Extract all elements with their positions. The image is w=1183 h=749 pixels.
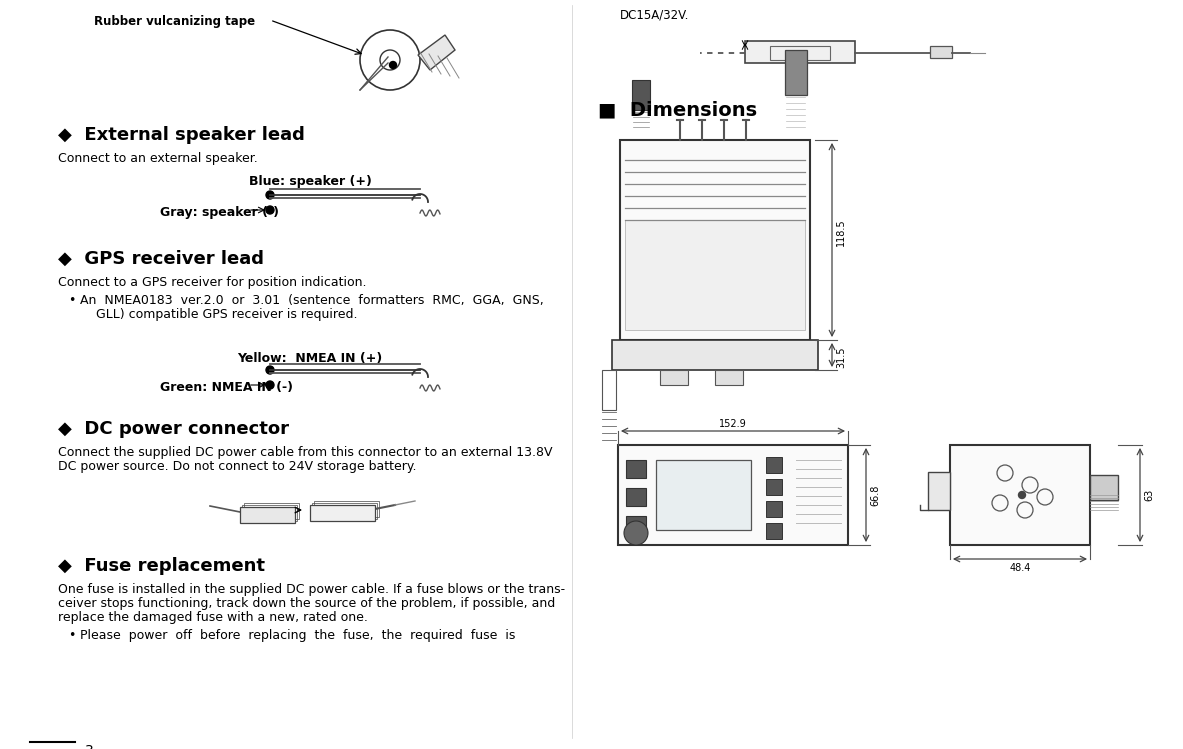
- Bar: [313, 501, 379, 517]
- Text: 48.4: 48.4: [1009, 563, 1030, 573]
- Bar: [618, 445, 848, 545]
- Bar: [767, 523, 782, 539]
- Text: An  NMEA0183  ver.2.0  or  3.01  (sentence  formatters  RMC,  GGA,  GNS,: An NMEA0183 ver.2.0 or 3.01 (sentence fo…: [80, 294, 544, 307]
- Text: DC15A/32V.: DC15A/32V.: [620, 8, 690, 21]
- Circle shape: [623, 521, 648, 545]
- Bar: [620, 140, 810, 340]
- Bar: [767, 457, 782, 473]
- Text: 63: 63: [1144, 489, 1153, 501]
- Circle shape: [389, 61, 396, 68]
- Bar: [930, 46, 952, 58]
- Circle shape: [1019, 491, 1026, 499]
- Text: 118.5: 118.5: [836, 218, 846, 246]
- Bar: [626, 516, 646, 534]
- Circle shape: [266, 206, 274, 214]
- Polygon shape: [418, 35, 455, 70]
- Text: •: •: [67, 629, 76, 642]
- Text: ◆  Fuse replacement: ◆ Fuse replacement: [58, 557, 265, 575]
- Circle shape: [266, 191, 274, 199]
- Text: Yellow:  NMEA IN (+): Yellow: NMEA IN (+): [238, 352, 382, 365]
- Text: 152.9: 152.9: [719, 419, 746, 429]
- Text: ■  Dimensions: ■ Dimensions: [597, 100, 757, 119]
- Circle shape: [266, 381, 274, 389]
- Bar: [626, 488, 646, 506]
- Bar: [657, 460, 751, 530]
- Bar: [745, 41, 855, 63]
- Bar: [1090, 475, 1118, 500]
- Text: Connect to a GPS receiver for position indication.: Connect to a GPS receiver for position i…: [58, 276, 367, 289]
- Text: One fuse is installed in the supplied DC power cable. If a fuse blows or the tra: One fuse is installed in the supplied DC…: [58, 583, 565, 596]
- Text: 31.5: 31.5: [836, 346, 846, 368]
- Bar: [950, 445, 1090, 545]
- Text: ◆  DC power connector: ◆ DC power connector: [58, 420, 289, 438]
- Text: DC power source. Do not connect to 24V storage battery.: DC power source. Do not connect to 24V s…: [58, 460, 416, 473]
- Bar: [767, 479, 782, 495]
- Bar: [244, 503, 299, 519]
- Text: Please  power  off  before  replacing  the  fuse,  the  required  fuse  is: Please power off before replacing the fu…: [80, 629, 516, 642]
- Bar: [310, 505, 375, 521]
- Text: ◆  GPS receiver lead: ◆ GPS receiver lead: [58, 250, 264, 268]
- Bar: [625, 220, 804, 330]
- Text: Blue: speaker (+): Blue: speaker (+): [248, 175, 371, 188]
- Text: Gray: speaker (-): Gray: speaker (-): [160, 206, 279, 219]
- Text: 3: 3: [85, 744, 93, 749]
- Text: •: •: [67, 294, 76, 307]
- Bar: [602, 370, 616, 410]
- Bar: [240, 507, 295, 523]
- Text: ◆  External speaker lead: ◆ External speaker lead: [58, 126, 305, 144]
- Bar: [660, 370, 689, 385]
- Bar: [767, 501, 782, 517]
- Bar: [626, 460, 646, 478]
- Text: replace the damaged fuse with a new, rated one.: replace the damaged fuse with a new, rat…: [58, 611, 368, 624]
- Circle shape: [266, 366, 274, 374]
- Bar: [612, 340, 817, 370]
- Text: ceiver stops functioning, track down the source of the problem, if possible, and: ceiver stops functioning, track down the…: [58, 597, 555, 610]
- Text: 66.8: 66.8: [870, 485, 880, 506]
- Text: GLL) compatible GPS receiver is required.: GLL) compatible GPS receiver is required…: [80, 308, 357, 321]
- Bar: [312, 503, 377, 519]
- Text: Connect to an external speaker.: Connect to an external speaker.: [58, 152, 258, 165]
- Text: Green: NMEA IN (-): Green: NMEA IN (-): [160, 381, 293, 394]
- Text: Connect the supplied DC power cable from this connector to an external 13.8V: Connect the supplied DC power cable from…: [58, 446, 552, 459]
- Text: Rubber vulcanizing tape: Rubber vulcanizing tape: [95, 15, 256, 28]
- Bar: [786, 50, 807, 95]
- Bar: [243, 505, 297, 521]
- Bar: [927, 472, 950, 510]
- Bar: [632, 80, 649, 110]
- Bar: [770, 46, 830, 60]
- Bar: [715, 370, 743, 385]
